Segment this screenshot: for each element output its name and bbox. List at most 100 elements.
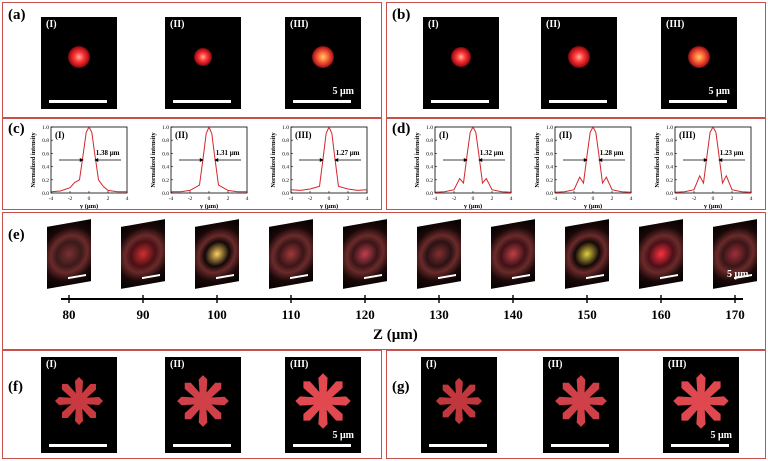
panel-g-image-1: (I) xyxy=(421,357,497,453)
y-tick-label: 1.0 xyxy=(42,125,49,131)
y-tick-label: 1.0 xyxy=(546,125,553,131)
scale-bar xyxy=(49,444,107,447)
y-tick-label: 0.6 xyxy=(162,151,169,157)
panel-a-image-2: (II) xyxy=(165,17,241,109)
y-tick-label: 0.2 xyxy=(282,178,289,184)
z-tick-label: 160 xyxy=(651,307,671,322)
z-tick-label: 150 xyxy=(577,307,597,322)
gear-spoke xyxy=(184,401,203,420)
intensity-line xyxy=(554,125,632,193)
x-tick-label: -4 xyxy=(169,196,174,202)
gear-spoke xyxy=(462,397,483,406)
gear-pattern xyxy=(673,373,729,429)
y-tick-label: 0.0 xyxy=(546,191,553,197)
y-tick-label: 0.2 xyxy=(666,178,673,184)
panel-c-plots: 0.0 0.2 0.4 0.6 0.8 1.0 -4 -2 0 2 4 (I) 1.38 μm y (μm… xyxy=(30,125,369,209)
x-tick-label: 0 xyxy=(328,196,331,202)
gear-spoke xyxy=(327,396,351,406)
x-axis-label: y (μm) xyxy=(584,203,602,209)
arrowhead-icon xyxy=(94,158,99,162)
panel-g: (g) (I) (II) (III) 5 μm xyxy=(386,350,766,459)
y-tick-label: 0.6 xyxy=(426,151,433,157)
intensity-line xyxy=(171,125,247,193)
gear-pattern xyxy=(555,375,607,428)
gear-spoke xyxy=(62,401,79,419)
y-axis-label: Normalized intensity xyxy=(150,132,157,188)
panel-f-image-3: (III) 5 μm xyxy=(285,357,361,453)
x-tick-label: 4 xyxy=(750,196,753,202)
panel-b: (b) (I) (II) (III) 5 μm xyxy=(386,2,766,118)
z-tick-label: 170 xyxy=(725,307,745,322)
arrowhead-icon xyxy=(79,158,84,162)
panel-f-sub-3: (III) xyxy=(290,359,309,370)
gear-spoke xyxy=(562,382,581,401)
panel-a-label: (a) xyxy=(8,7,26,23)
plot-id: (I) xyxy=(55,130,65,140)
panel-a: (a) (I) (II) (III) 5 μm xyxy=(2,2,382,118)
x-tick-label: -2 xyxy=(308,196,313,202)
y-tick-label: 0.8 xyxy=(546,138,553,144)
z-tick-label: 100 xyxy=(207,307,227,322)
gear-spoke xyxy=(701,401,721,421)
y-tick-label: 1.0 xyxy=(426,125,433,131)
panel-f-label: (f) xyxy=(8,379,23,395)
panel-a-image-1: (I) xyxy=(41,17,117,109)
x-tick-label: -2 xyxy=(692,196,697,202)
scale-bar xyxy=(551,444,609,447)
y-tick-label: 0.6 xyxy=(546,151,553,157)
line-plot-2: 0.0 0.2 0.4 0.6 0.8 1.0 -4 -2 0 2 4 (II) 1.31 μm y (μ… xyxy=(150,125,249,209)
line-plot-2: 0.0 0.2 0.4 0.6 0.8 1.0 -4 -2 0 2 4 (II) 1.28 μm y (μ… xyxy=(534,125,633,209)
gear-spoke xyxy=(323,401,343,421)
panel-d-label: (d) xyxy=(392,121,411,137)
y-axis-label: Normalized intensity xyxy=(30,132,37,188)
y-tick-label: 0.6 xyxy=(282,151,289,157)
gear-spoke xyxy=(318,405,328,429)
y-tick-label: 0.6 xyxy=(42,151,49,157)
panel-b-sub-1: (I) xyxy=(428,19,439,30)
focal-spot xyxy=(312,46,334,69)
y-tick-label: 1.0 xyxy=(282,125,289,131)
focal-spot xyxy=(568,46,590,69)
z-tick-label: 120 xyxy=(355,307,375,322)
panel-g-image-2: (II) xyxy=(543,357,619,453)
gear-spoke xyxy=(62,384,79,401)
line-plot-1: 0.0 0.2 0.4 0.6 0.8 1.0 -4 -2 0 2 4 (I) 1.38 μm y (μm… xyxy=(30,125,129,209)
x-tick-label: 4 xyxy=(510,196,513,202)
focal-spot xyxy=(688,46,710,69)
plot-id: (III) xyxy=(295,130,312,140)
y-tick-label: 0.4 xyxy=(162,165,169,171)
gear-spoke xyxy=(562,401,581,420)
arrowhead-icon xyxy=(583,158,588,162)
gear-spoke xyxy=(79,384,96,401)
gear-spoke xyxy=(55,397,75,406)
panel-a-sub-2: (II) xyxy=(170,19,185,30)
gear-spoke xyxy=(581,401,600,420)
z-axis: 80 90 100 110 120 130 140 150 160 170 xyxy=(61,295,745,322)
y-tick-label: 0.2 xyxy=(42,178,49,184)
gear-spoke xyxy=(459,401,476,418)
scale-bar-label: 5 μm xyxy=(332,86,355,97)
x-tick-label: 4 xyxy=(246,196,249,202)
gear-spoke xyxy=(203,401,222,420)
y-tick-label: 1.0 xyxy=(162,125,169,131)
x-tick-label: -2 xyxy=(188,196,193,202)
panel-f-image-2: (II) xyxy=(165,357,241,453)
y-axis-label: Normalized intensity xyxy=(270,132,277,188)
panel-e: (e) 80 90 100 110 120 130 140 150 160 170 Z (μm) … xyxy=(2,212,766,350)
arrowhead-icon xyxy=(703,158,708,162)
panel-c: (c) 0.0 0.2 0.4 0.6 0.8 1.0 -4 -2 0 2 4 (I) 1.38 μm y… xyxy=(2,118,382,210)
focal-spot xyxy=(451,47,471,68)
z-tick-label: 110 xyxy=(282,307,301,322)
z-axis-label: Z (μm) xyxy=(373,327,418,343)
scale-bar xyxy=(173,444,231,447)
gear-spoke xyxy=(696,373,706,397)
panel-e-label: (e) xyxy=(8,227,25,243)
y-tick-label: 0.0 xyxy=(426,191,433,197)
y-tick-label: 0.8 xyxy=(426,138,433,144)
z-tick-label: 80 xyxy=(63,307,76,322)
x-tick-label: -2 xyxy=(68,196,73,202)
plot-id: (II) xyxy=(559,130,572,140)
intensity-line xyxy=(434,125,512,193)
scale-bar xyxy=(49,100,107,103)
x-axis-label: y (μm) xyxy=(704,203,722,209)
